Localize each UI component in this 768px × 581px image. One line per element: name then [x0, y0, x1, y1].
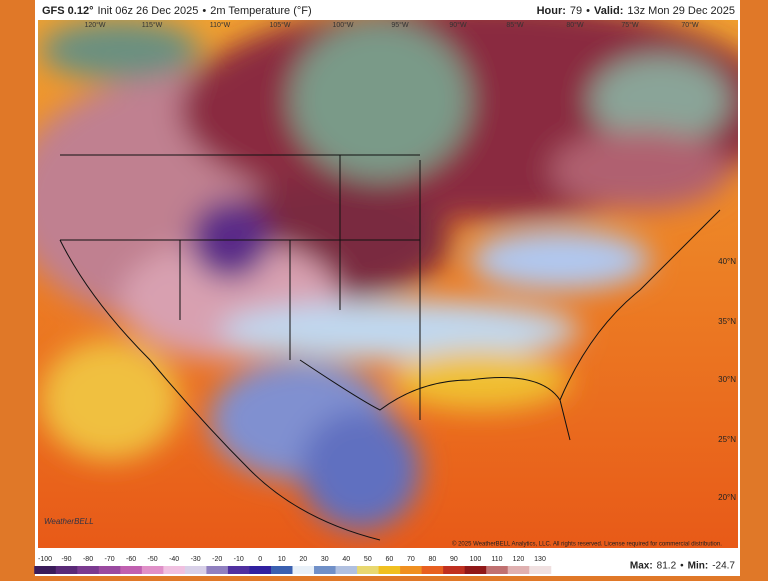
colorbar-segment	[270, 566, 293, 574]
colorbar-label: 10	[278, 556, 286, 563]
lon-labels: 120°W 115°W 110°W 105°W 100°W 95°W 90°W 85°W 80°…	[84, 21, 699, 29]
lon-label: 85°W	[506, 21, 524, 29]
colorbar-label: 130	[534, 556, 546, 563]
colorbar-label: 90	[450, 556, 458, 563]
lat-label: 40°N	[718, 257, 736, 266]
colorbar-label: -20	[212, 556, 222, 563]
header-text: Max:	[630, 561, 653, 572]
lat-label: 25°N	[718, 435, 736, 444]
colorbar-label: -60	[126, 556, 136, 563]
header-text: Min:	[688, 561, 709, 572]
stats: Max: 81.2 • Min: -24.7	[630, 561, 736, 572]
logo: WeatherBELL	[44, 517, 94, 526]
colorbar-label: -70	[105, 556, 115, 563]
colorbar-segment	[443, 566, 466, 574]
lon-label: 80°W	[566, 21, 584, 29]
colorbar-label: 80	[428, 556, 436, 563]
colorbar-label: 0	[258, 556, 262, 563]
colorbar-segment	[77, 566, 100, 574]
lon-label: 90°W	[449, 21, 467, 29]
colorbar-segment	[314, 566, 337, 574]
colorbar-segment	[163, 566, 186, 574]
colorbar-segment	[206, 566, 229, 574]
colorbar-label: 100	[470, 556, 482, 563]
lat-label: 20°N	[718, 493, 736, 502]
header-text: -24.7	[712, 561, 735, 572]
header-text: Valid:	[594, 5, 623, 17]
colorbar-segment	[378, 566, 401, 574]
colorbar-label: 120	[513, 556, 525, 563]
colorbar-segment	[292, 566, 315, 574]
header-text: 79	[570, 5, 582, 17]
lon-label: 75°W	[621, 21, 639, 29]
header-text: Init 06z 26 Dec 2025	[97, 5, 198, 17]
colorbar-label: -80	[83, 556, 93, 563]
lat-label: 35°N	[718, 317, 736, 326]
colorbar-label: -40	[169, 556, 179, 563]
colorbar: -100 -90 -80 -70 -60 -50 -40 -30 -20 -10 0 10 20 30 40…	[34, 556, 552, 574]
header-text: 81.2	[657, 561, 677, 572]
lat-label: 30°N	[718, 375, 736, 384]
header-text: 13z Mon 29 Dec 2025	[627, 5, 735, 17]
header-text: Hour:	[537, 5, 566, 17]
colorbar-segment	[486, 566, 509, 574]
header-text: •	[680, 561, 684, 572]
header-text: •	[586, 5, 590, 17]
lon-label: 95°W	[391, 21, 409, 29]
header: GFS 0.12° Init 06z 26 Dec 2025 • 2m Tempera…	[42, 5, 735, 17]
header-text: GFS 0.12°	[42, 5, 93, 17]
colorbar-label: 50	[364, 556, 372, 563]
colorbar-label: -90	[61, 556, 71, 563]
colorbar-label: 20	[299, 556, 307, 563]
colorbar-segment	[141, 566, 164, 574]
colorbar-segment	[400, 566, 423, 574]
borders	[59, 154, 721, 541]
lon-label: 70°W	[681, 21, 699, 29]
map	[38, 20, 738, 548]
colorbar-segment	[421, 566, 444, 574]
colorbar-label: 60	[385, 556, 393, 563]
lon-label: 105°W	[269, 21, 290, 29]
lon-label: 115°W	[142, 21, 163, 29]
colorbar-segment	[357, 566, 380, 574]
colorbar-segment	[55, 566, 78, 574]
colorbar-label: -10	[234, 556, 244, 563]
colorbar-segment	[227, 566, 250, 574]
colorbar-label: 70	[407, 556, 415, 563]
lon-label: 100°W	[332, 21, 353, 29]
colorbar-segment	[98, 566, 121, 574]
header-text: 2m Temperature (°F)	[210, 5, 311, 17]
colorbar-label: 40	[342, 556, 350, 563]
colorbar-label: -50	[148, 556, 158, 563]
lon-label: 120°W	[84, 21, 105, 29]
colorbar-segment	[34, 566, 57, 574]
colorbar-segment	[529, 566, 552, 574]
colorbar-label: -100	[38, 556, 52, 563]
colorbar-label: -30	[191, 556, 201, 563]
copyright: © 2025 WeatherBELL Analytics, LLC. All r…	[452, 541, 722, 548]
colorbar-segment	[507, 566, 530, 574]
colorbar-segment	[464, 566, 487, 574]
colorbar-label: 110	[491, 556, 502, 563]
colorbar-segment	[249, 566, 272, 574]
colorbar-segment	[120, 566, 143, 574]
colorbar-label: 30	[321, 556, 329, 563]
lat-labels: 40°N 35°N 30°N 25°N 20°N	[718, 257, 736, 502]
lon-label: 110°W	[210, 21, 231, 29]
header-text: •	[202, 5, 206, 17]
colorbar-segment	[335, 566, 358, 574]
colorbar-segment	[184, 566, 207, 574]
